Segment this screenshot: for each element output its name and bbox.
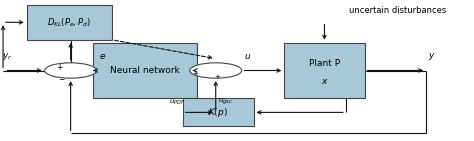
Text: Plant P: Plant P — [309, 59, 340, 68]
Text: +: + — [214, 74, 220, 80]
Text: uncertain disturbances: uncertain disturbances — [349, 6, 447, 15]
Text: $e$: $e$ — [99, 52, 106, 61]
Text: +: + — [192, 71, 198, 77]
Text: $K(p)$: $K(p)$ — [208, 106, 228, 119]
Text: $x$: $x$ — [320, 77, 328, 86]
FancyBboxPatch shape — [182, 98, 254, 126]
Text: $u_{PDF}$: $u_{PDF}$ — [169, 98, 185, 107]
Text: $u$: $u$ — [244, 52, 251, 61]
FancyBboxPatch shape — [93, 43, 197, 98]
FancyBboxPatch shape — [284, 43, 365, 98]
Circle shape — [190, 63, 242, 78]
Text: $y$: $y$ — [428, 51, 436, 62]
Text: $y_r$: $y_r$ — [2, 51, 13, 62]
Circle shape — [45, 63, 97, 78]
Text: +: + — [56, 63, 62, 72]
Text: Neural network: Neural network — [110, 66, 180, 75]
Text: $D_{KL}(P_e,P_d)$: $D_{KL}(P_e,P_d)$ — [47, 16, 91, 29]
FancyBboxPatch shape — [27, 5, 112, 40]
Text: $u_{gsc}$: $u_{gsc}$ — [218, 96, 233, 107]
Text: $-$: $-$ — [58, 73, 65, 82]
